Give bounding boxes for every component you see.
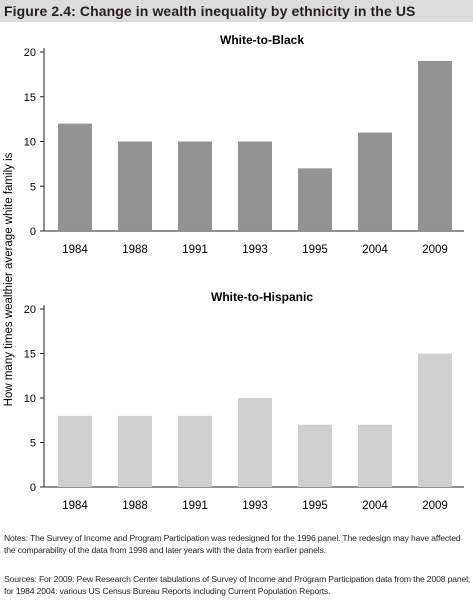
x-tick-label-white-to-black-1988: 1988 (122, 244, 148, 256)
bar-white-to-hispanic-1993 (238, 398, 272, 487)
bar-white-to-black-1988 (118, 141, 152, 231)
x-tick-label-white-to-black-1984: 1984 (62, 244, 88, 256)
x-tick-label-white-to-black-1993: 1993 (242, 244, 268, 256)
bar-white-to-hispanic-1991 (178, 415, 212, 487)
y-tick-label-white-to-black-10: 10 (24, 137, 36, 149)
y-tick-label-white-to-hispanic-5: 5 (30, 438, 36, 450)
panel-title-white-to-hispanic: White-to-Hispanic (211, 290, 313, 304)
x-tick-label-white-to-hispanic-1988: 1988 (122, 500, 148, 512)
bar-white-to-black-1995 (298, 168, 332, 231)
bar-white-to-hispanic-1988 (118, 415, 152, 487)
bar-white-to-hispanic-1995 (298, 424, 332, 487)
x-tick-label-white-to-black-1995: 1995 (302, 244, 328, 256)
x-tick-label-white-to-black-2009: 2009 (422, 244, 448, 256)
bar-white-to-hispanic-2009 (418, 353, 452, 487)
x-tick-label-white-to-hispanic-2004: 2004 (362, 500, 388, 512)
x-tick-label-white-to-black-2004: 2004 (362, 244, 388, 256)
sources-text: Sources: For 2009: Pew Research Center t… (4, 574, 471, 596)
y-tick-label-white-to-hispanic-0: 0 (30, 482, 36, 494)
x-tick-label-white-to-hispanic-1995: 1995 (302, 500, 328, 512)
x-tick-label-white-to-hispanic-1993: 1993 (242, 500, 268, 512)
bar-white-to-black-2009 (418, 60, 452, 232)
y-tick-label-white-to-black-0: 0 (30, 226, 36, 238)
y-tick-label-white-to-hispanic-20: 20 (24, 304, 36, 316)
charts-area: White-to-Black 0 5 10 15 20 1984 1988 1991 1993 19… (0, 22, 473, 542)
panel-title-white-to-black: White-to-Black (220, 33, 304, 47)
bar-white-to-black-1984 (58, 123, 92, 231)
x-tick-label-white-to-hispanic-1984: 1984 (62, 500, 88, 512)
bar-charts: White-to-Black 0 5 10 15 20 1984 1988 1991 1993 19… (3, 33, 464, 512)
y-tick-label-white-to-hispanic-15: 15 (24, 349, 36, 361)
figure-title: Figure 2.4: Change in wealth inequality … (4, 3, 416, 19)
bar-white-to-black-1991 (178, 141, 212, 231)
notes-text: Notes: The Survey of Income and Program … (4, 533, 461, 555)
bar-white-to-black-1993 (238, 141, 272, 231)
x-tick-label-white-to-hispanic-2009: 2009 (422, 500, 448, 512)
bar-white-to-hispanic-1984 (58, 415, 92, 487)
x-tick-label-white-to-black-1991: 1991 (182, 244, 208, 256)
y-tick-label-white-to-black-15: 15 (24, 92, 36, 104)
y-tick-label-white-to-black-5: 5 (30, 181, 36, 193)
y-tick-label-white-to-hispanic-10: 10 (24, 393, 36, 405)
y-tick-label-white-to-black-20: 20 (24, 47, 36, 59)
x-tick-label-white-to-hispanic-1991: 1991 (182, 500, 208, 512)
figure-title-bar (0, 0, 473, 22)
bar-white-to-black-2004 (358, 132, 392, 231)
y-axis-label: How many times wealthier average white f… (3, 152, 15, 406)
bar-white-to-hispanic-2004 (358, 424, 392, 487)
